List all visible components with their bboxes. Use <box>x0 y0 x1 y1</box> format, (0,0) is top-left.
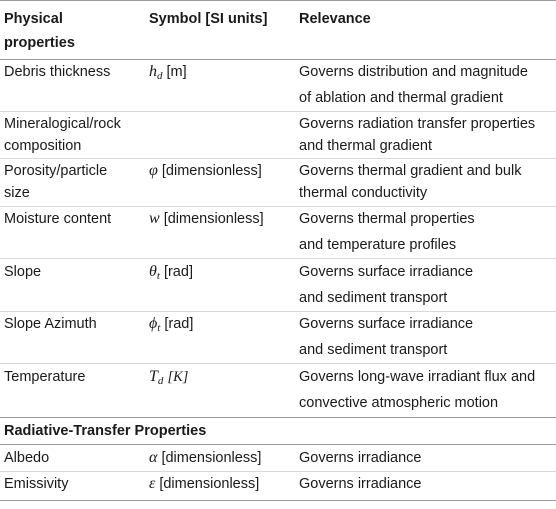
row-azimuth-symbol: ϕt [rad] <box>149 311 193 341</box>
symbol-glyph: θ <box>149 263 157 280</box>
section-rule <box>0 444 556 445</box>
row-porosity-property-2: size <box>4 185 30 201</box>
symbol-unit: [m] <box>166 64 187 80</box>
row-slope-property: Slope <box>4 264 42 280</box>
symbol-subscript: d <box>157 70 163 82</box>
symbol-unit: [K] <box>167 369 189 385</box>
row-azimuth-property: Slope Azimuth <box>4 316 97 332</box>
row-albedo-property: Albedo <box>4 450 50 466</box>
row-temperature-property: Temperature <box>4 369 86 385</box>
table-bottom-rule <box>0 500 556 501</box>
row-mineral-property-2: composition <box>4 138 82 154</box>
symbol-unit: [rad] <box>164 316 194 332</box>
row-mineral-relevance-2: and thermal gradient <box>299 138 432 154</box>
row-mineral-property-1: Mineralogical/rock <box>4 116 121 132</box>
symbol-unit: [dimensionless] <box>163 211 264 227</box>
header-relevance: Relevance <box>299 11 371 27</box>
symbol-unit: [rad] <box>163 264 193 280</box>
symbol-subscript: t <box>156 270 160 282</box>
row-divider <box>0 363 556 364</box>
row-temperature-symbol: Td [K] <box>149 364 188 394</box>
row-divider <box>0 158 556 159</box>
row-slope-symbol: θt [rad] <box>149 259 193 289</box>
row-slope-relevance-1: Governs surface irradiance <box>299 264 474 280</box>
row-divider <box>0 206 556 207</box>
row-divider <box>0 471 556 472</box>
row-emissivity-property: Emissivity <box>4 476 69 492</box>
row-debris-symbol: hd [m] <box>149 59 187 89</box>
symbol-unit: [dimensionless] <box>159 476 260 492</box>
row-emissivity-relevance: Governs irradiance <box>299 476 422 492</box>
section-radiative-title: Radiative-Transfer Properties <box>4 423 207 439</box>
row-debris-relevance-1: Governs distribution and magnitude <box>299 64 528 80</box>
row-debris-property: Debris thickness <box>4 64 111 80</box>
row-porosity-symbol: φ [dimensionless] <box>149 158 262 182</box>
symbol-subscript: t <box>157 322 161 334</box>
row-albedo-symbol: α [dimensionless] <box>149 445 261 471</box>
header-bottom-rule <box>0 59 556 60</box>
section-rule <box>0 417 556 418</box>
row-moisture-relevance-1: Governs thermal properties <box>299 211 475 227</box>
symbol-unit: [dimensionless] <box>161 163 262 179</box>
row-emissivity-symbol: ε [dimensionless] <box>149 471 259 497</box>
symbol-glyph: w <box>149 210 160 227</box>
row-albedo-relevance: Governs irradiance <box>299 450 422 466</box>
header-physical-properties-line1: Physical <box>4 11 63 27</box>
row-divider <box>0 258 556 259</box>
row-divider <box>0 311 556 312</box>
symbol-glyph: ϕ <box>149 315 158 332</box>
symbol-glyph: h <box>149 63 157 80</box>
row-porosity-relevance-1: Governs thermal gradient and bulk <box>299 163 522 179</box>
row-moisture-symbol: w [dimensionless] <box>149 206 264 232</box>
symbol-glyph: T <box>149 368 158 385</box>
symbol-glyph: ε <box>149 475 156 492</box>
row-azimuth-relevance-1: Governs surface irradiance <box>299 316 474 332</box>
row-temperature-relevance-2: convective atmospheric motion <box>299 395 499 411</box>
row-azimuth-relevance-2: and sediment transport <box>299 342 448 358</box>
symbol-glyph: α <box>149 449 158 466</box>
table-top-rule <box>0 0 556 1</box>
symbol-glyph: φ <box>149 162 158 179</box>
row-divider <box>0 111 556 112</box>
row-temperature-relevance-1: Governs long-wave irradiant flux and <box>299 369 536 385</box>
row-porosity-relevance-2: thermal conductivity <box>299 185 428 201</box>
header-physical-properties-line2: properties <box>4 35 75 51</box>
symbol-unit: [dimensionless] <box>161 450 262 466</box>
symbol-subscript: d <box>157 375 164 387</box>
row-moisture-property: Moisture content <box>4 211 112 227</box>
header-symbol: Symbol [SI units] <box>149 11 268 27</box>
row-mineral-relevance-1: Governs radiation transfer properties <box>299 116 536 132</box>
row-debris-relevance-2: of ablation and thermal gradient <box>299 90 503 106</box>
row-porosity-property-1: Porosity/particle <box>4 163 108 179</box>
row-slope-relevance-2: and sediment transport <box>299 290 448 306</box>
row-moisture-relevance-2: and temperature profiles <box>299 237 457 253</box>
